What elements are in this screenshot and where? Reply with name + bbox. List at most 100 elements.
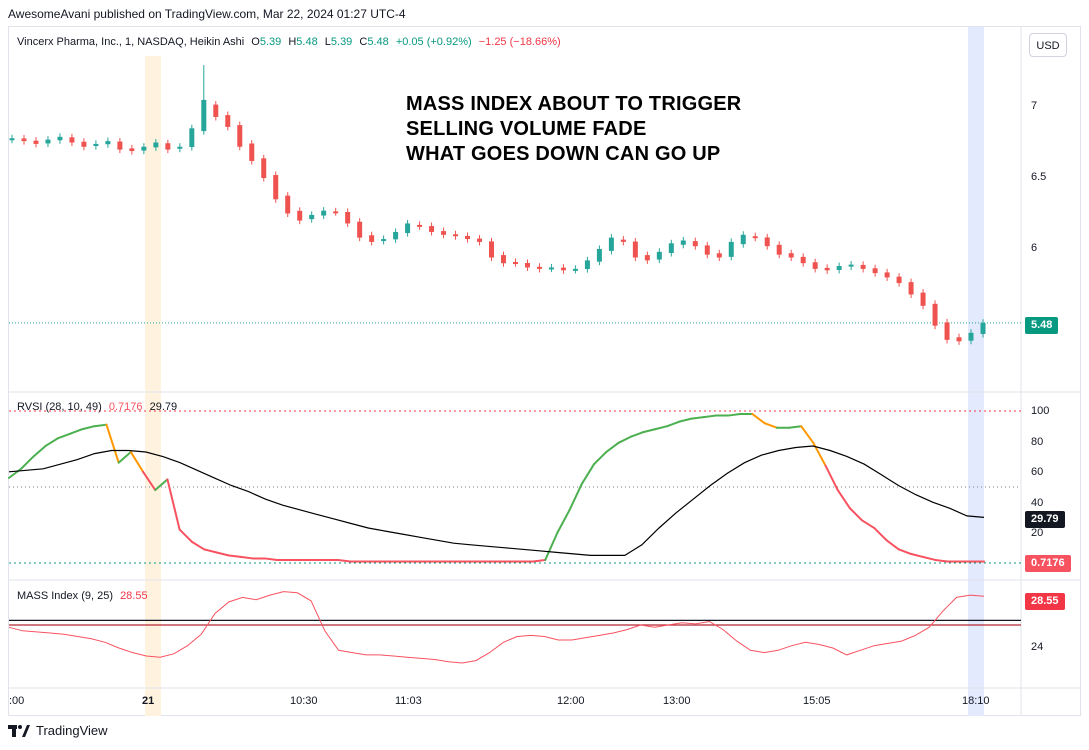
candle-body: [261, 158, 267, 178]
candle-body: [500, 255, 506, 264]
candle-body: [321, 210, 327, 216]
rvsi-y-tick: 60: [1031, 466, 1044, 478]
candle-body: [129, 148, 135, 152]
rvsi-line-segment: [154, 478, 169, 492]
publish-line: AwesomeAvani published on TradingView.co…: [8, 7, 406, 21]
candle-body: [153, 142, 159, 148]
currency-button[interactable]: USD: [1029, 33, 1067, 57]
main-legend: Vincerx Pharma, Inc., 1, NASDAQ, Heikin …: [17, 36, 565, 48]
session-highlight: [145, 56, 161, 716]
rvsi-line-segment: [20, 455, 35, 470]
rvsi-y-tick: 100: [1031, 405, 1050, 417]
candle-body: [177, 146, 183, 149]
candle-body: [441, 231, 447, 235]
rvsi-line-segment: [93, 423, 108, 428]
x-tick-label: 10:30: [290, 695, 318, 707]
candle-body: [812, 262, 818, 269]
rvsi-line-segment: [166, 478, 181, 531]
candle-body: [932, 303, 938, 326]
rvsi-line-segment: [897, 548, 912, 555]
rvsi-line-segment: [641, 428, 656, 434]
y-tick-label: 6.5: [1031, 171, 1047, 183]
candle-body: [704, 245, 710, 255]
rvsi-line-segment: [678, 417, 693, 423]
candle-body: [824, 267, 830, 271]
candle-body: [237, 125, 243, 147]
rvsi-line-segment: [105, 423, 120, 464]
rvsi-line-segment: [81, 425, 96, 431]
rvsi-line-segment: [337, 558, 352, 563]
annotation-text: MASS INDEX ABOUT TO TRIGGER SELLING VOLU…: [406, 92, 741, 167]
change-total-value: −1.25 (−18.66%): [478, 36, 561, 48]
rvsi-line-segment: [215, 551, 230, 557]
rvsi-line-segment: [836, 489, 851, 510]
candle-body: [297, 210, 303, 221]
candle-body: [273, 175, 279, 200]
chart-frame: [8, 26, 1081, 716]
candle-body: [644, 255, 650, 261]
candle-body: [884, 272, 890, 278]
candle-body: [560, 267, 566, 271]
candle-body: [548, 267, 554, 270]
rvsi-line-segment: [690, 416, 705, 420]
candle-body: [249, 143, 255, 161]
candle-body: [716, 253, 722, 258]
rvsi-line-segment: [203, 548, 218, 554]
candle-body: [620, 239, 626, 242]
rvsi-line-segment: [751, 413, 766, 425]
x-tick-label: 21: [142, 695, 155, 707]
candle-body: [860, 264, 866, 269]
candle-body: [872, 268, 878, 274]
rvsi-value-tag: 0.7176: [1025, 555, 1071, 572]
candle-body: [980, 322, 986, 334]
rvsi-line-segment: [32, 444, 47, 458]
footer-brand[interactable]: TradingView: [8, 723, 108, 738]
x-tick-label: 12:00: [557, 695, 585, 707]
candle-body: [453, 234, 459, 237]
candle-body: [189, 128, 195, 148]
candle-body: [345, 211, 351, 224]
rvsi-line-segment: [666, 420, 681, 428]
candle-body: [105, 141, 111, 145]
rvsi-line-segment: [580, 463, 595, 485]
rvsi-line-segment: [544, 531, 559, 561]
high-label: H: [288, 36, 297, 48]
y-tick-label: 6: [1031, 242, 1038, 254]
rvsi-line-segment: [263, 557, 279, 561]
candle-body: [908, 282, 914, 295]
candle-body: [968, 332, 974, 341]
candle-body: [572, 268, 578, 271]
mass-legend: MASS Index (9, 25) 28.55: [17, 590, 152, 602]
rvsi-line-segment: [227, 554, 242, 558]
candle-body: [69, 137, 75, 143]
candle-body: [764, 237, 770, 247]
rvsi-line-segment: [44, 437, 59, 447]
last-price-tag: 5.48: [1025, 317, 1059, 334]
rvsi-line-segment: [117, 451, 132, 464]
rvsi-value: 0.7176: [108, 401, 143, 413]
rvsi-line-segment: [239, 555, 254, 560]
rvsi-title: RVSI (28, 10, 49): [17, 401, 102, 413]
candle-body: [285, 195, 291, 214]
close-value: 5.48: [367, 36, 389, 48]
candle-body: [944, 322, 950, 340]
candle-body: [800, 256, 806, 264]
rvsi-y-tick: 40: [1031, 497, 1044, 509]
close-label: C: [359, 36, 368, 48]
candle-body: [740, 234, 746, 245]
candle-body: [465, 235, 471, 240]
candle-body: [584, 260, 590, 270]
rvsi-line-segment: [922, 555, 937, 561]
candle-body: [393, 231, 399, 240]
rvsi-line-segment: [885, 539, 900, 551]
mass-value: 28.55: [120, 590, 148, 602]
candle-body: [788, 253, 794, 258]
candle-body: [632, 241, 638, 258]
rvsi-line-segment: [788, 425, 803, 429]
candle-body: [848, 264, 854, 267]
change-value: +0.05 (+0.92%): [395, 36, 472, 48]
low-value: 5.39: [330, 36, 353, 48]
symbol-label: Vincerx Pharma, Inc., 1, NASDAQ, Heikin …: [17, 36, 245, 48]
rvsi-line-segment: [68, 428, 84, 435]
